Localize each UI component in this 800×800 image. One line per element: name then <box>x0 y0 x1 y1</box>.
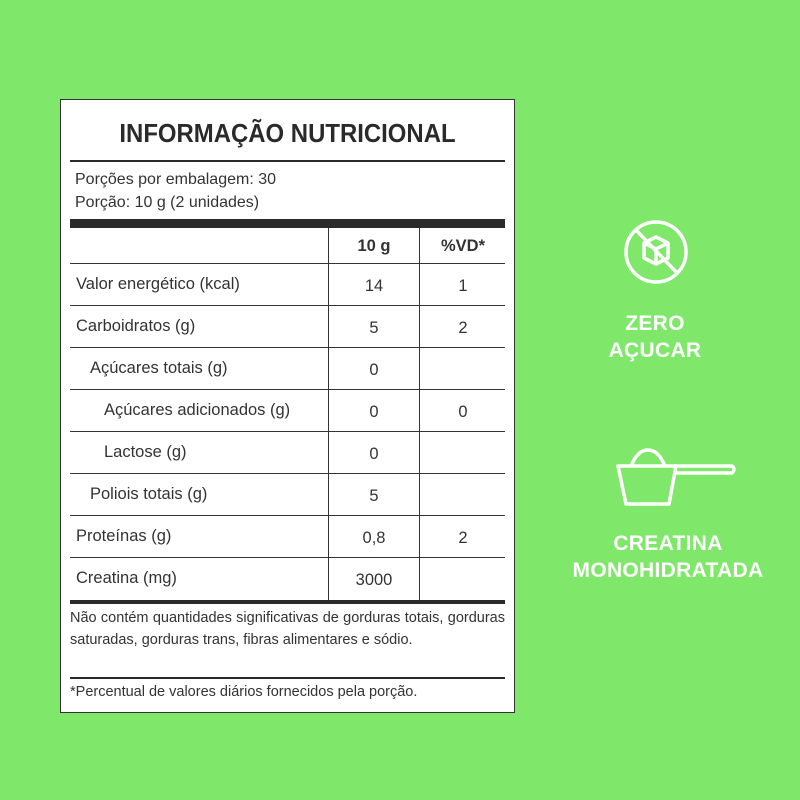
servings-per-package: Porções por embalagem: 30 <box>75 171 276 188</box>
badge-line: MONOHIDRATADA <box>572 559 764 582</box>
nutrient-name: Açúcares adicionados (g) <box>104 401 291 419</box>
table-row: Açúcares adicionados (g) 0 0 <box>70 390 505 432</box>
thick-divider <box>70 219 505 228</box>
footnote-text: *Percentual de valores diários fornecido… <box>70 684 418 700</box>
nutrient-name: Açúcares totais (g) <box>90 359 228 377</box>
divider <box>70 677 505 679</box>
nutrient-amount: 3000 <box>328 558 420 600</box>
nutrition-facts-panel: INFORMAÇÃO NUTRICIONAL Porções por embal… <box>60 99 515 713</box>
nutrient-dv <box>420 348 506 389</box>
nutrient-amount: 0,8 <box>328 516 420 557</box>
nutrient-name: Lactose (g) <box>104 443 187 461</box>
measuring-scoop-icon <box>616 448 736 506</box>
badge-zero-sugar: ZERO AÇUCAR <box>590 310 720 364</box>
nutrient-dv: 0 <box>458 403 468 421</box>
nutrient-name: Poliois totais (g) <box>90 485 208 503</box>
thick-divider <box>70 600 505 604</box>
nutrient-dv <box>420 474 506 515</box>
nutrient-dv <box>420 558 506 600</box>
nutrient-dv: 2 <box>458 319 468 337</box>
nutrient-name: Valor energético (kcal) <box>76 275 240 293</box>
nutrient-amount: 0 <box>328 432 420 473</box>
badge-line: AÇUCAR <box>608 339 702 362</box>
nutrition-table: 10 g %VD* Valor energético (kcal) 14 1 Carb… <box>70 228 505 600</box>
table-row: Açúcares totais (g) 0 <box>70 348 505 390</box>
nutrient-name: Creatina (mg) <box>76 569 177 587</box>
table-row: Proteínas (g) 0,8 2 <box>70 516 505 558</box>
label-title: INFORMAÇÃO NUTRICIONAL <box>119 118 456 148</box>
table-header: 10 g %VD* <box>70 228 505 264</box>
nutrient-dv <box>420 432 506 473</box>
nutrient-dv: 1 <box>458 277 468 295</box>
nutrient-dv: 2 <box>458 529 468 547</box>
badge-line: CREATINA <box>613 532 723 555</box>
nutrient-amount: 0 <box>328 348 420 389</box>
table-row: Valor energético (kcal) 14 1 <box>70 264 505 306</box>
header-amount: 10 g <box>328 228 420 263</box>
nutrient-amount: 0 <box>328 390 420 431</box>
nutrient-amount: 14 <box>328 264 420 305</box>
table-row: Carboidratos (g) 5 2 <box>70 306 505 348</box>
serving-size: Porção: 10 g (2 unidades) <box>75 194 260 211</box>
note-text: Não contém quantidades significativas de… <box>70 610 505 648</box>
table-row: Lactose (g) 0 <box>70 432 505 474</box>
nutrient-name: Carboidratos (g) <box>76 317 196 335</box>
nutrient-amount: 5 <box>328 474 420 515</box>
badge-line: ZERO <box>625 312 685 335</box>
no-sugar-cube-icon <box>624 220 688 284</box>
table-row: Poliois totais (g) 5 <box>70 474 505 516</box>
header-dv: %VD* <box>440 237 485 255</box>
divider <box>70 160 505 162</box>
table-row: Creatina (mg) 3000 <box>70 558 505 600</box>
nutrient-name: Proteínas (g) <box>76 527 172 545</box>
nutrient-amount: 5 <box>328 306 420 347</box>
badge-creatine: CREATINA MONOHIDRATADA <box>550 530 786 584</box>
